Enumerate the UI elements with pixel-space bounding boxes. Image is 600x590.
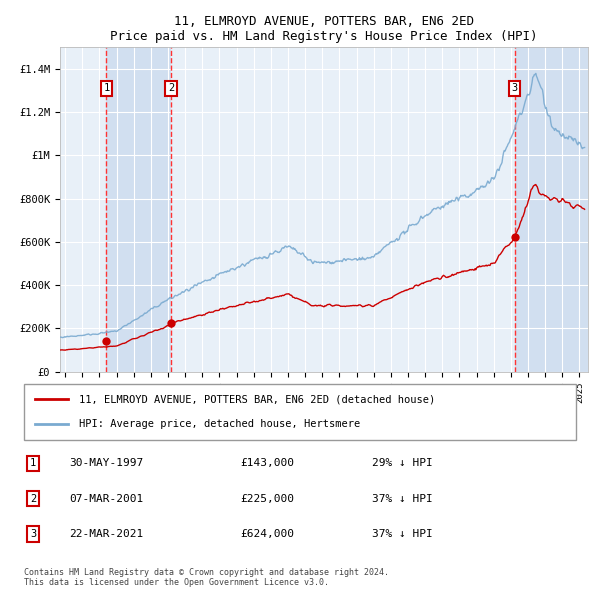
Text: 11, ELMROYD AVENUE, POTTERS BAR, EN6 2ED (detached house): 11, ELMROYD AVENUE, POTTERS BAR, EN6 2ED… [79, 394, 436, 404]
FancyBboxPatch shape [24, 384, 576, 440]
Text: 3: 3 [30, 529, 36, 539]
Text: 22-MAR-2021: 22-MAR-2021 [69, 529, 143, 539]
Title: 11, ELMROYD AVENUE, POTTERS BAR, EN6 2ED
Price paid vs. HM Land Registry's House: 11, ELMROYD AVENUE, POTTERS BAR, EN6 2ED… [110, 15, 538, 43]
Text: 1: 1 [30, 458, 36, 468]
Text: 29% ↓ HPI: 29% ↓ HPI [372, 458, 433, 468]
Text: 2: 2 [30, 494, 36, 503]
Text: £143,000: £143,000 [240, 458, 294, 468]
Text: 3: 3 [512, 83, 518, 93]
Text: £624,000: £624,000 [240, 529, 294, 539]
Text: 37% ↓ HPI: 37% ↓ HPI [372, 494, 433, 503]
Bar [106, 47, 171, 372]
Text: £225,000: £225,000 [240, 494, 294, 503]
Text: HPI: Average price, detached house, Hertsmere: HPI: Average price, detached house, Hert… [79, 419, 361, 429]
Text: Contains HM Land Registry data © Crown copyright and database right 2024.
This d: Contains HM Land Registry data © Crown c… [24, 568, 389, 587]
Text: 30-MAY-1997: 30-MAY-1997 [69, 458, 143, 468]
Bar [515, 47, 588, 372]
Text: 37% ↓ HPI: 37% ↓ HPI [372, 529, 433, 539]
Text: 1: 1 [103, 83, 110, 93]
Text: 07-MAR-2001: 07-MAR-2001 [69, 494, 143, 503]
Text: 2: 2 [168, 83, 174, 93]
